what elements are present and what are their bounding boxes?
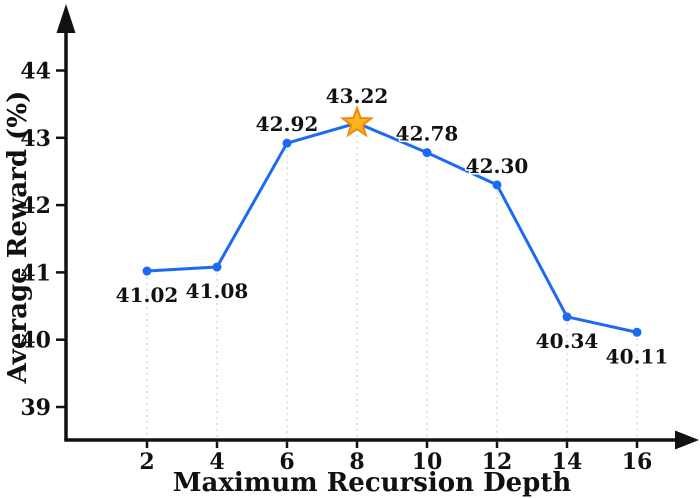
y-tick-label: 44 (20, 59, 51, 85)
x-tick-label: 12 (482, 449, 513, 475)
x-axis-title: Maximum Recursion Depth (173, 468, 572, 498)
data-point-label: 42.30 (466, 154, 529, 178)
x-axis-arrowhead (675, 430, 699, 450)
y-axis-arrowhead (56, 4, 76, 33)
y-tick-label: 40 (20, 328, 51, 354)
data-point-marker (422, 148, 432, 158)
y-tick-label: 39 (20, 395, 51, 421)
data-point-marker (212, 262, 222, 272)
data-point-marker (562, 312, 572, 322)
data-point-marker (632, 327, 642, 337)
data-point-label: 40.11 (606, 344, 669, 368)
highlight-star-marker (339, 105, 375, 138)
y-tick-label: 43 (20, 126, 51, 152)
x-tick-label: 10 (412, 449, 443, 475)
x-tick-label: 4 (209, 449, 224, 475)
data-point-label: 41.08 (186, 279, 249, 303)
data-line (145, 121, 639, 334)
data-point-marker (492, 180, 502, 190)
y-tick-label: 42 (20, 193, 51, 219)
data-point-label: 41.02 (116, 283, 179, 307)
chart-content: 41.02 41.08 42.92 43.22 42.78 42.30 40.34 40.11… (20, 4, 699, 475)
x-tick-label: 14 (552, 449, 583, 475)
data-point-label: 43.22 (326, 84, 389, 108)
data-point-marker (142, 266, 152, 276)
x-tick-label: 6 (279, 449, 294, 475)
x-tick-label: 2 (139, 449, 154, 475)
data-point-marker (282, 138, 292, 148)
data-point-label: 42.92 (256, 112, 319, 136)
x-tick-label: 16 (622, 449, 653, 475)
y-tick-label: 41 (20, 260, 51, 286)
data-point-label: 40.34 (536, 329, 599, 353)
x-tick-label: 8 (349, 449, 364, 475)
y-axis-title: Average Reward (%) (3, 91, 33, 385)
data-point-label: 42.78 (396, 122, 459, 146)
